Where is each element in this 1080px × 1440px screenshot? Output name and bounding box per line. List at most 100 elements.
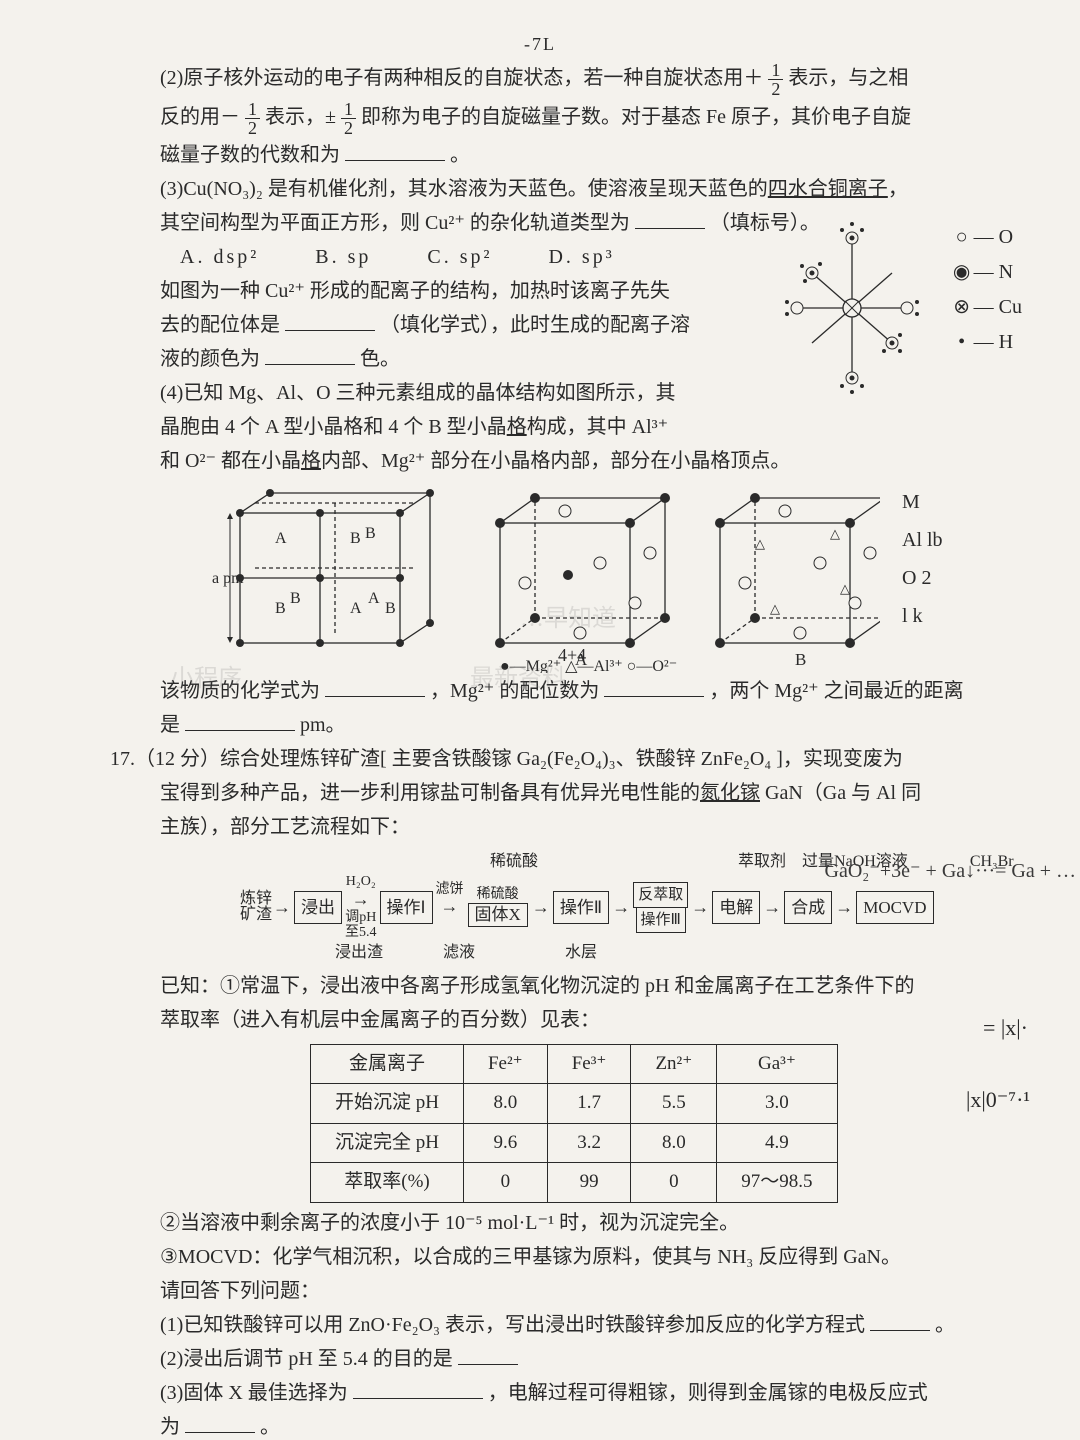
table-cell: 0	[463, 1163, 547, 1202]
text: (3)Cu(NO₃)₂ 是有机催化剂，其水溶液为天蓝色。使溶液呈现天蓝色的	[160, 178, 768, 200]
table-cell: 8.0	[463, 1084, 547, 1123]
legend-row: •— H	[950, 326, 1022, 358]
svg-text:△: △	[830, 526, 840, 541]
crystal-svg: a pm ABB BA BAB A	[200, 483, 880, 673]
flow-raw: 炼锌矿渣	[240, 891, 272, 923]
arrow-labeled: 滤饼 →	[436, 882, 464, 933]
q17-head-line2: 宝得到多种产品，进一步利用镓盐可制备具有优异光电性能的氮化镓 GaN（Ga 与 …	[50, 777, 1030, 809]
table-row: 开始沉淀 pH 8.0 1.7 5.5 3.0	[311, 1084, 838, 1123]
table-cell: 97～98.5	[717, 1163, 837, 1202]
table-cell: 沉淀完全 pH	[311, 1123, 464, 1162]
arrow-labeled: 稀硫酸 固体X	[466, 887, 530, 927]
arrow-icon: →	[532, 893, 550, 922]
arrow-labeled: H₂O₂ → 调pH 至5.4	[345, 874, 377, 940]
svg-text:B: B	[350, 530, 361, 547]
flow-box: MOCVD	[856, 891, 933, 924]
table-cell: 4.9	[717, 1123, 837, 1162]
text: 即称为电子的自旋磁量子数。对于基态 Fe 原子，其价电子自旋	[361, 106, 911, 128]
svg-text:A: A	[350, 600, 362, 617]
underlined-term: 四水合铜离子	[768, 178, 888, 200]
table-cell: 3.0	[717, 1084, 837, 1123]
legend-row: M	[902, 483, 943, 521]
q17-a2: (2)浸出后调节 pH 至 5.4 的目的是	[50, 1343, 1030, 1375]
page-header-mark: -7L	[50, 30, 1030, 59]
blank	[185, 1412, 255, 1433]
den: 2	[245, 119, 260, 137]
q17-head-line3: 主族），部分工艺流程如下：	[50, 811, 1030, 843]
complex-ion-diagram: ○— O ◉— N ⊗— Cu •— H	[772, 218, 1022, 418]
arrow-bot1: 调pH	[345, 910, 376, 925]
flow-stack: 反萃取 操作Ⅲ	[631, 882, 690, 933]
q17-known-line1: 已知：①常温下，浸出液中各离子形成氢氧化物沉淀的 pH 和金属离子在工艺条件下的	[50, 970, 1030, 1002]
q17-a1: (1)已知铁酸锌可以用 ZnO·Fe₂O₃ 表示，写出浸出时铁酸锌参加反应的化学…	[50, 1309, 1030, 1341]
table-cell: 1.7	[547, 1084, 631, 1123]
flow-box: 合成	[784, 891, 832, 924]
text: 如图为一种 Cu²⁺ 形成的配离子的结构，加热时该离子先失	[160, 280, 670, 302]
arrow-bot	[448, 917, 452, 932]
table-cell: 8.0	[631, 1123, 717, 1162]
legend-label: Cu	[999, 296, 1022, 318]
text: 内部、Mg²⁺ 部分在小晶格内部，部分在小晶格顶点。	[321, 450, 790, 472]
flow-top-label: 稀硫酸	[490, 849, 538, 875]
ion-data-table: 金属离子 Fe²⁺ Fe³⁺ Zn²⁺ Ga³⁺ 开始沉淀 pH 8.0 1.7…	[310, 1044, 838, 1203]
option-c: C. sp²	[427, 241, 492, 273]
fraction: 12	[341, 100, 356, 137]
blank	[635, 208, 705, 229]
q16-part4-line5: 是 pm。	[50, 709, 1030, 741]
option-a: A. dsp²	[180, 241, 259, 273]
text: 该物质的化学式为	[160, 680, 320, 702]
q16-part4-line3: 和 O²⁻ 都在小晶格内部、Mg²⁺ 部分在小晶格内部，部分在小晶格顶点。	[50, 445, 1030, 477]
arrow-top: 稀硫酸	[477, 887, 519, 902]
table-cell: 99	[547, 1163, 631, 1202]
text: 宝得到多种产品，进一步利用镓盐可制备具有优异光电性能的	[160, 782, 700, 804]
svg-text:A: A	[368, 590, 380, 607]
table-row: 萃取率(%) 0 99 0 97～98.5	[311, 1163, 838, 1202]
q17-answer-heading: 请回答下列问题：	[50, 1275, 1030, 1307]
table-row: 沉淀完全 pH 9.6 3.2 8.0 4.9	[311, 1123, 838, 1162]
text: ，Mg²⁺ 的配位数为	[430, 680, 599, 702]
table-cell: 3.2	[547, 1123, 631, 1162]
table-header: 金属离子	[311, 1044, 464, 1083]
table-cell: 开始沉淀 pH	[311, 1084, 464, 1123]
blank	[458, 1344, 518, 1365]
table-cell: 5.5	[631, 1084, 717, 1123]
legend-row: ⊗— Cu	[950, 291, 1022, 323]
den: 2	[341, 119, 356, 137]
molecule-svg	[772, 218, 932, 398]
legend-row: ◉— N	[950, 256, 1022, 288]
table-header: Ga³⁺	[717, 1044, 837, 1083]
flow-bottom-labels: 浸出渣 滤液 水层	[240, 940, 1030, 966]
text: 色。	[360, 348, 400, 370]
text: 晶胞由 4 个 A 型小晶格和 4 个 B 型小晶	[160, 416, 507, 438]
flow-box: 电解	[712, 891, 760, 924]
blank	[604, 676, 704, 697]
text: 是	[160, 714, 180, 736]
q17-known2: ②当溶液中剩余离子的浓度小于 10⁻⁵ mol·L⁻¹ 时，视为沉淀完全。	[50, 1207, 1030, 1239]
text: 构成，其中 Al³⁺	[527, 416, 669, 438]
flow-box: 固体X	[468, 903, 528, 928]
underlined: 格	[507, 416, 527, 438]
flow-top-label: 萃取剂	[738, 849, 786, 875]
q16-part2-line3: 磁量子数的代数和为 。	[50, 139, 1030, 171]
text: 矿渣	[240, 907, 272, 923]
table-cell: 0	[631, 1163, 717, 1202]
q17-known-line2: 萃取率（进入有机层中金属离子的百分数）见表：	[50, 1004, 1030, 1036]
blank	[185, 710, 295, 731]
blank	[345, 140, 445, 161]
text: (3)固体 X 最佳选择为	[160, 1382, 348, 1404]
handwriting-annotation: |x|0⁻⁷·¹	[966, 1082, 1030, 1117]
legend-row: l k	[902, 597, 943, 635]
svg-text:4+4: 4+4	[558, 645, 586, 665]
text: 表示，与之相	[788, 67, 908, 89]
option-b: B. sp	[315, 241, 371, 273]
underlined: 氮化镓	[700, 782, 760, 804]
flow-box: 操作Ⅱ	[553, 891, 609, 924]
text: 。	[260, 1416, 280, 1438]
q17-head-line1: 17.（12 分）综合处理炼锌矿渣[ 主要含铁酸镓 Ga₂(Fe₂O₄)₃、铁酸…	[50, 743, 1030, 775]
flow-bot-label: 水层	[565, 940, 597, 966]
text: 其空间构型为平面正方形，则 Cu²⁺ 的杂化轨道类型为	[160, 212, 630, 234]
text: pm。	[300, 714, 346, 736]
underlined: 格	[301, 450, 321, 472]
text: 。	[935, 1314, 955, 1336]
arrow-icon: →	[441, 897, 459, 917]
